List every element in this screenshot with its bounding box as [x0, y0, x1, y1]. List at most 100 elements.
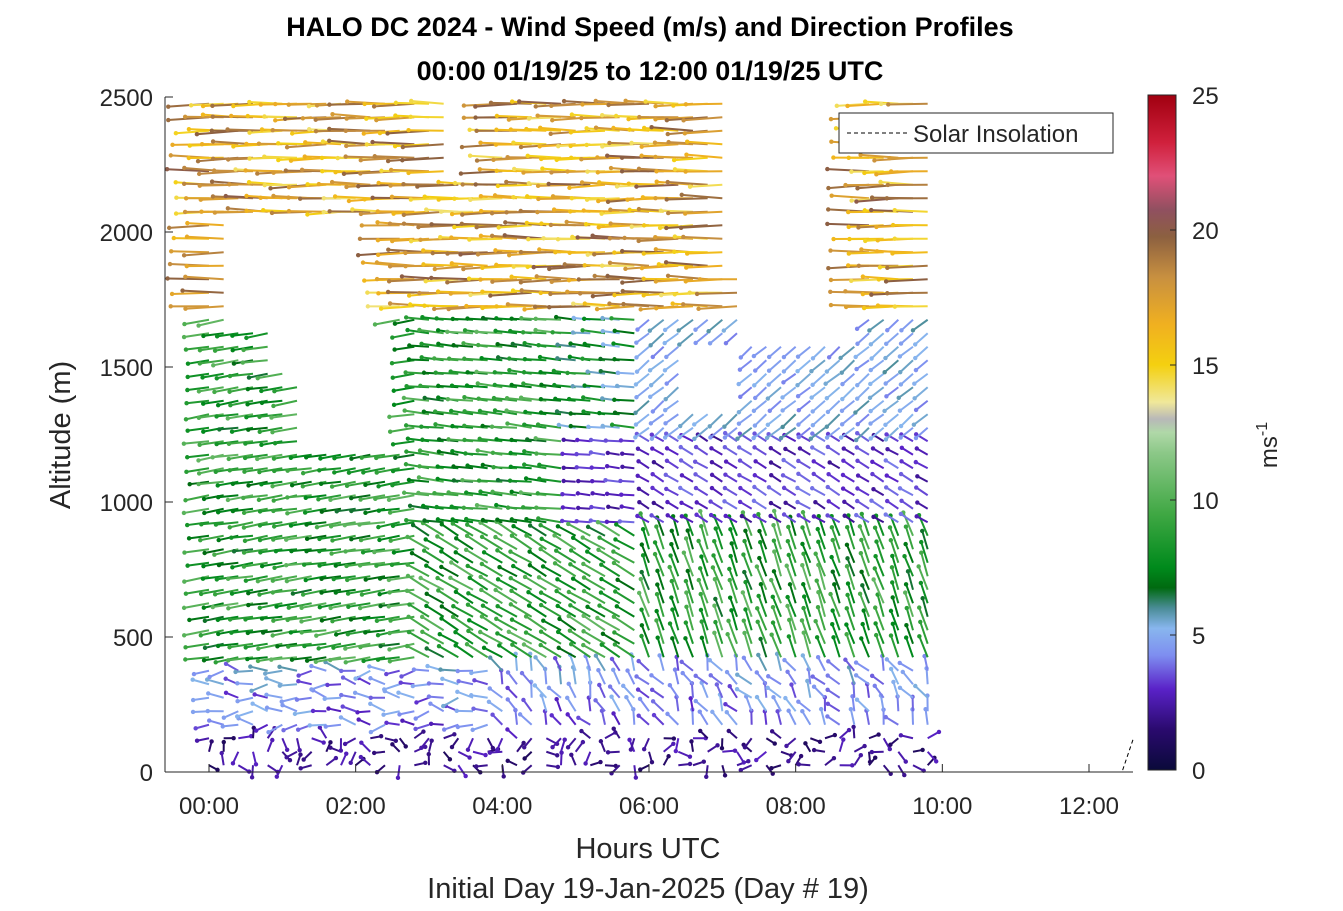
wind-vector [291, 480, 312, 487]
wind-vector [447, 398, 474, 402]
wind-vector-head [555, 764, 561, 770]
wind-vector-head [869, 207, 874, 213]
wind-vector-head [214, 334, 220, 339]
wind-vector-head [584, 197, 590, 202]
wind-vector [801, 710, 812, 726]
wind-vector-head [568, 562, 573, 567]
wind-vector [370, 723, 386, 733]
wind-vector-head [531, 264, 536, 270]
wind-vector [870, 332, 885, 346]
wind-vector-head [869, 356, 874, 361]
wind-vector [302, 588, 327, 596]
wind-vector-head [889, 565, 895, 570]
wind-vector-head [255, 579, 261, 584]
wind-vector [753, 486, 767, 497]
wind-vector-head [359, 592, 365, 597]
wind-vector [642, 555, 650, 577]
wind-vector-head [682, 211, 688, 216]
wind-vector-head [403, 263, 408, 269]
wind-vector-head [769, 729, 775, 734]
wind-vector-head [599, 112, 605, 118]
x-tick-label: 08:00 [766, 793, 826, 820]
wind-vector-head [727, 577, 732, 583]
wind-vector-head [838, 435, 844, 440]
wind-vector-head [654, 306, 659, 311]
wind-vector-head [639, 569, 644, 575]
wind-vector [259, 467, 283, 474]
wind-vector-head [843, 289, 848, 294]
wind-vector-head [872, 683, 877, 689]
wind-vector [697, 540, 709, 564]
wind-vector [184, 548, 210, 554]
wind-vector-head [853, 660, 859, 665]
wind-vector [860, 571, 870, 591]
wind-vector-head [885, 447, 890, 452]
wind-vector [620, 479, 635, 483]
wind-vector-head [241, 564, 247, 569]
wind-vector-head [740, 590, 746, 595]
wind-vector [845, 290, 884, 294]
wind-vector-head [328, 605, 333, 611]
wind-vector-head [600, 328, 605, 334]
wind-vector-head [605, 273, 610, 279]
wind-vector [288, 102, 327, 106]
wind-vector-head [629, 224, 634, 229]
wind-vector [527, 591, 547, 605]
wind-vector-head [653, 117, 658, 122]
wind-vector-head [384, 671, 389, 677]
wind-vector [259, 507, 283, 513]
wind-vector-head [362, 278, 367, 283]
wind-vector-head [541, 618, 546, 623]
wind-vector-head [683, 279, 688, 284]
wind-vector-head [873, 755, 878, 760]
wind-vector-head [863, 238, 868, 244]
wind-vector-head [368, 676, 373, 681]
wind-vector-head [419, 424, 424, 429]
wind-vector [656, 593, 665, 618]
wind-vector-head [396, 690, 401, 695]
wind-vector-head [522, 756, 527, 761]
wind-vector [334, 453, 356, 460]
wind-vector-head [838, 355, 843, 361]
wind-vector [261, 480, 283, 486]
wind-vector-head [196, 481, 201, 487]
wind-vector [478, 344, 503, 348]
wind-vector [364, 615, 386, 620]
wind-vector [192, 678, 210, 686]
wind-vector-head [611, 549, 616, 554]
wind-vector-head [898, 423, 904, 429]
wind-vector [609, 685, 621, 699]
wind-vector-head [665, 179, 670, 185]
x-tick-label: 10:00 [912, 793, 972, 820]
wind-vector-head [214, 376, 219, 381]
wind-vector-head [479, 355, 484, 361]
wind-vector [187, 561, 210, 567]
wind-vector [860, 513, 870, 537]
wind-vector-head [854, 366, 859, 372]
wind-vector-head [508, 450, 513, 456]
wind-vector [846, 557, 856, 577]
wind-vector-head [480, 265, 485, 271]
wind-vector [890, 668, 900, 685]
wind-vector-head [801, 594, 807, 599]
wind-vector-head [742, 569, 747, 575]
wind-vector [686, 530, 694, 550]
wind-vector [287, 467, 312, 472]
wind-vector [903, 555, 914, 577]
wind-vector-head [479, 614, 485, 619]
wind-vector [855, 674, 870, 686]
wind-vector [681, 193, 723, 200]
wind-vector-head [552, 382, 557, 388]
wind-vector-head [479, 587, 484, 593]
wind-vector [202, 575, 224, 580]
wind-vector [617, 384, 635, 389]
wind-vector [188, 534, 210, 540]
wind-vector [576, 466, 591, 470]
wind-vector-head [465, 463, 470, 468]
wind-vector-head [520, 330, 526, 335]
wind-vector-head [300, 470, 306, 476]
wind-vector [890, 610, 900, 631]
wind-vector-head [290, 131, 295, 136]
wind-vector-head [919, 550, 924, 555]
wind-vector-head [493, 142, 499, 147]
